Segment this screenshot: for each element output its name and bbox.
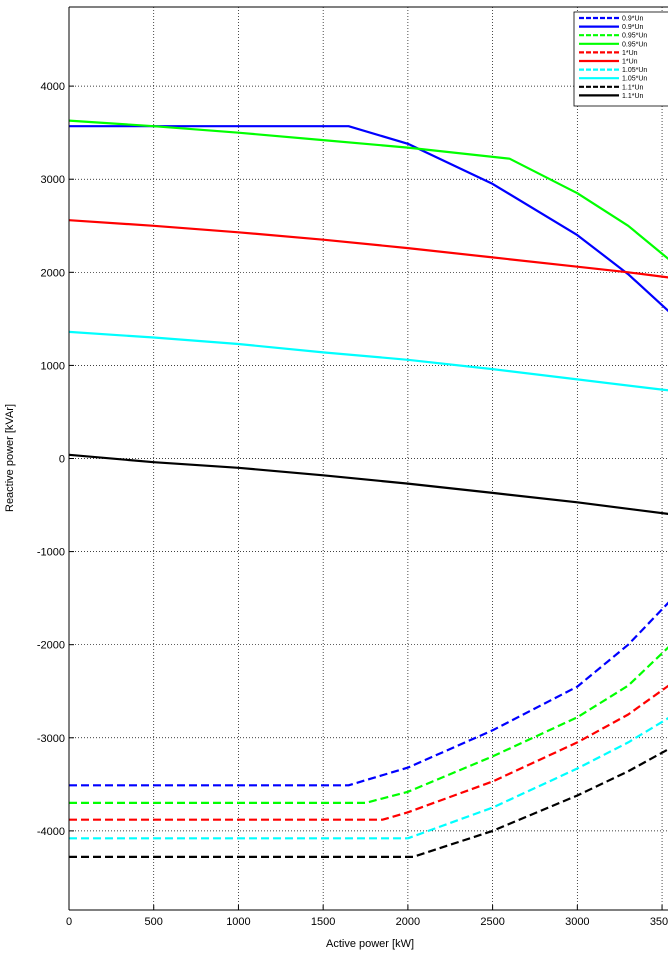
y-tick-label: 2000 bbox=[41, 267, 65, 279]
axis-ticks: 0 500 1000 1500 2000 2500 3000 3500 -4000 -3000 -2… bbox=[37, 81, 668, 928]
x-tick-label: 500 bbox=[145, 916, 163, 928]
y-axis-label: Reactive power [kVAr] bbox=[4, 404, 16, 512]
legend-label: 1.05*Un bbox=[622, 76, 647, 83]
x-tick-label: 2000 bbox=[396, 916, 420, 928]
series-line-3 bbox=[69, 119, 668, 261]
series-lines bbox=[69, 119, 668, 859]
series-line-2 bbox=[69, 646, 668, 805]
y-tick-label: -1000 bbox=[37, 547, 65, 559]
x-tick-label: 1000 bbox=[226, 916, 250, 928]
plot-area bbox=[69, 7, 668, 910]
x-tick-label: 2500 bbox=[480, 916, 504, 928]
y-tick-label: -3000 bbox=[37, 733, 65, 745]
legend-label: 0.9*Un bbox=[622, 24, 644, 31]
legend-label: 1.05*Un bbox=[622, 67, 647, 74]
y-tick-label: -2000 bbox=[37, 640, 65, 652]
y-tick-label: 3000 bbox=[41, 174, 65, 186]
x-tick-label: 1500 bbox=[311, 916, 335, 928]
y-tick-label: 0 bbox=[59, 454, 65, 466]
series-line-0 bbox=[69, 601, 668, 787]
y-tick-label: 1000 bbox=[41, 360, 65, 372]
legend-label: 1.1*Un bbox=[622, 93, 644, 100]
x-tick-label: 3500 bbox=[650, 916, 668, 928]
y-tick-label: -4000 bbox=[37, 826, 65, 838]
series-line-6 bbox=[69, 717, 668, 840]
series-line-5 bbox=[69, 219, 668, 279]
legend-label: 1*Un bbox=[622, 59, 638, 66]
legend-label: 0.95*Un bbox=[622, 33, 647, 40]
x-tick-label: 0 bbox=[66, 916, 72, 928]
y-tick-label: 4000 bbox=[41, 81, 65, 93]
series-line-9 bbox=[69, 453, 668, 516]
x-tick-label: 3000 bbox=[565, 916, 589, 928]
x-axis-label: Active power [kW] bbox=[326, 938, 414, 950]
series-line-8 bbox=[69, 748, 668, 859]
legend-label: 0.95*Un bbox=[622, 41, 647, 48]
legend-label: 1*Un bbox=[622, 50, 638, 57]
series-line-1 bbox=[69, 125, 668, 313]
legend-label: 0.9*Un bbox=[622, 16, 644, 23]
series-line-4 bbox=[69, 684, 668, 821]
legend-label: 1.1*Un bbox=[622, 84, 644, 91]
legend: 0.9*Un0.9*Un0.95*Un0.95*Un1*Un1*Un1.05*U… bbox=[573, 11, 668, 107]
series-line-7 bbox=[69, 330, 668, 392]
